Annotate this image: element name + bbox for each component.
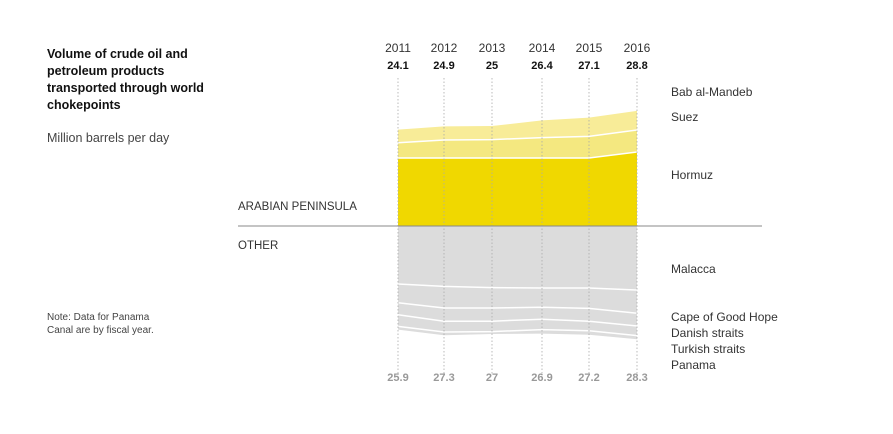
separator-malacca [397, 283, 638, 291]
area-layer [397, 110, 638, 340]
top-total-label: 26.4 [531, 60, 553, 72]
separator-danish-straits [397, 314, 638, 327]
series-label-turkish-straits: Turkish straits [671, 342, 745, 356]
year-label: 2012 [431, 41, 458, 55]
year-label: 2015 [576, 41, 603, 55]
area-malacca [398, 226, 637, 290]
top-total-label: 24.9 [433, 60, 454, 72]
label-layer: 2011 24.1 25.9 2012 24.9 27.3 2013 25 27 2014 26.4… [238, 41, 778, 384]
region-label-arabian-peninsula: ARABIAN PENINSULA [238, 201, 357, 213]
bottom-total-label: 27.3 [433, 372, 454, 384]
chart-title: Volume of crude oil and petroleum produc… [47, 47, 204, 112]
chart-note: Note: Data for Panama Canal are by fisca… [47, 312, 154, 336]
top-total-label: 24.1 [387, 60, 408, 72]
area-hormuz [398, 152, 637, 226]
chart-subtitle: Million barrels per day [47, 131, 170, 145]
separator-turkish-straits [397, 325, 638, 337]
series-label-panama: Panama [671, 358, 716, 372]
series-label-danish-straits: Danish straits [671, 326, 744, 340]
bottom-total-label: 28.3 [626, 372, 647, 384]
year-label: 2013 [479, 41, 506, 55]
year-label: 2016 [624, 41, 651, 55]
separator-suez [397, 129, 638, 144]
bottom-total-label: 27 [486, 372, 498, 384]
bottom-total-label: 25.9 [387, 372, 408, 384]
bottom-total-label: 27.2 [578, 372, 599, 384]
area-bab-al-mandeb [398, 110, 637, 143]
area-cape-of-good-hope [398, 284, 637, 314]
separator-cape-of-good-hope [397, 302, 638, 314]
gridline-layer [238, 78, 762, 375]
year-label: 2014 [529, 41, 556, 55]
series-label-cape-of-good-hope: Cape of Good Hope [671, 310, 778, 324]
bottom-total-label: 26.9 [531, 372, 552, 384]
separator-hormuz [398, 151, 638, 159]
region-label-other: OTHER [238, 240, 278, 252]
top-total-label: 27.1 [578, 60, 599, 72]
area-panama [398, 326, 637, 340]
top-total-label: 28.8 [626, 60, 647, 72]
series-label-suez: Suez [671, 110, 698, 124]
series-label-malacca: Malacca [671, 262, 716, 276]
top-total-label: 25 [486, 60, 498, 72]
year-label: 2011 [385, 41, 411, 55]
series-label-hormuz: Hormuz [671, 168, 713, 182]
series-label-bab-al-mandeb: Bab al-Mandeb [671, 85, 753, 99]
